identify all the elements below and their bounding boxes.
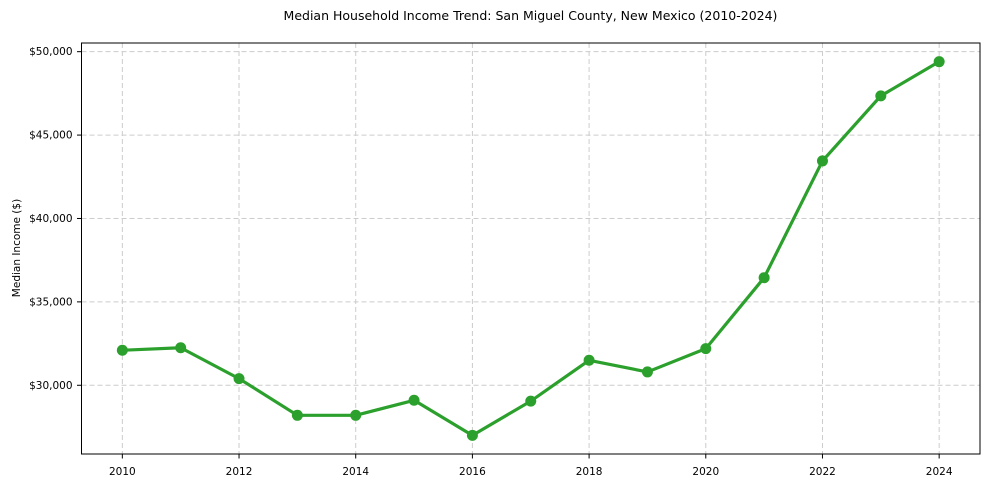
data-point-2015 xyxy=(408,394,420,406)
data-point-2011 xyxy=(175,342,187,354)
x-tick-label: 2010 xyxy=(109,466,136,478)
data-point-2021 xyxy=(758,272,770,284)
x-tick-label: 2016 xyxy=(459,466,486,478)
trend-line-median-household-income xyxy=(120,60,941,437)
data-point-2017 xyxy=(525,395,537,407)
x-tick-label: 2022 xyxy=(809,466,836,478)
plot-border xyxy=(81,42,981,455)
y-tick-label: $30,000 xyxy=(29,380,72,392)
data-point-2022 xyxy=(816,155,828,167)
y-tick-label: $35,000 xyxy=(29,296,72,308)
y-tick-label: $45,000 xyxy=(29,130,72,142)
data-point-2013 xyxy=(291,409,303,421)
x-tick-label: 2018 xyxy=(576,466,603,478)
chart-title: Median Household Income Trend: San Migue… xyxy=(283,8,778,23)
data-point-2020 xyxy=(700,343,712,355)
x-tick-label: 2014 xyxy=(342,466,369,478)
x-tick-label: 2012 xyxy=(226,466,253,478)
data-point-2018 xyxy=(583,354,595,366)
data-point-2012 xyxy=(233,373,245,385)
data-point-2014 xyxy=(350,409,362,421)
data-point-2024 xyxy=(933,56,945,68)
y-tick-label: $50,000 xyxy=(29,46,72,58)
data-point-2010 xyxy=(116,344,128,356)
x-tick-label: 2024 xyxy=(926,466,953,478)
data-point-2016 xyxy=(466,429,478,441)
x-tick-label: 2020 xyxy=(692,466,719,478)
data-point-2019 xyxy=(641,366,653,378)
data-point-2023 xyxy=(875,90,887,102)
y-tick-label: $40,000 xyxy=(29,213,72,225)
